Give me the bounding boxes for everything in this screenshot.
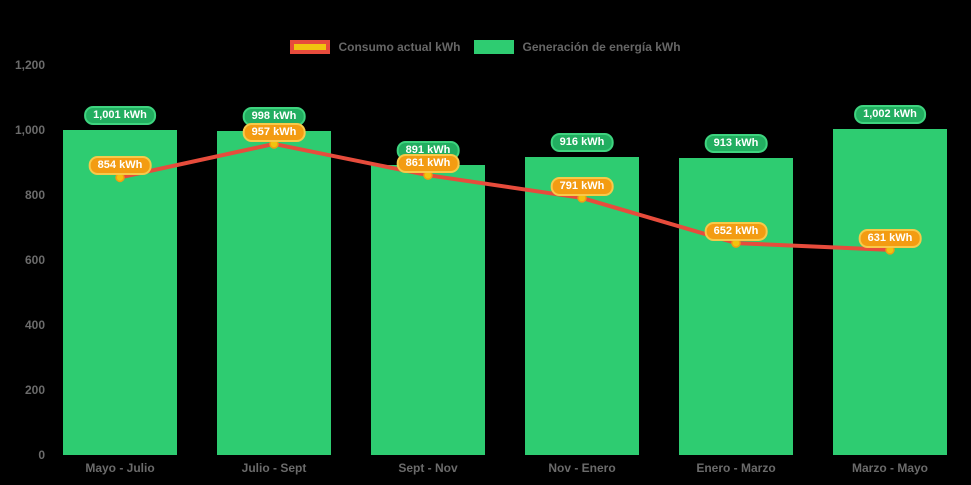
legend-item-generacion[interactable]: Generación de energía kWh	[474, 40, 681, 54]
x-axis-category-label: Sept - Nov	[398, 461, 458, 475]
legend-label-consumo: Consumo actual kWh	[338, 40, 461, 54]
legend-item-consumo[interactable]: Consumo actual kWh	[290, 40, 460, 54]
legend-label-generacion: Generación de energía kWh	[522, 40, 681, 54]
generation-bar[interactable]	[525, 157, 639, 455]
generacion-swatch-icon	[474, 40, 515, 54]
generation-bar[interactable]	[63, 129, 177, 455]
y-axis-tick-label: 0	[38, 448, 45, 462]
x-axis-category-label: Mayo - Julio	[85, 461, 155, 475]
y-axis-tick-label: 400	[24, 318, 45, 332]
x-axis-category-label: Enero - Marzo	[696, 461, 776, 475]
y-axis-tick-label: 200	[24, 383, 45, 397]
consumption-value-label: 957 kWh	[242, 122, 306, 142]
consumo-swatch-icon	[290, 40, 331, 54]
y-axis-tick-label: 600	[24, 253, 45, 267]
generation-bar[interactable]	[217, 130, 331, 455]
y-axis-tick-label: 800	[24, 188, 45, 202]
generation-value-label: 913 kWh	[704, 134, 768, 154]
generation-value-label: 1,001 kWh	[84, 105, 156, 125]
x-axis-category-label: Marzo - Mayo	[851, 461, 929, 475]
generation-bar[interactable]	[679, 158, 793, 455]
y-axis-tick-label: 1,200	[14, 58, 45, 72]
consumption-value-label: 791 kWh	[550, 176, 614, 196]
x-axis-category-label: Nov - Enero	[548, 461, 616, 475]
generation-value-label: 916 kWh	[550, 133, 614, 153]
consumption-value-label: 652 kWh	[704, 222, 768, 242]
chart-legend: Consumo actual kWh Generación de energía…	[0, 40, 971, 54]
consumption-value-label: 854 kWh	[88, 156, 152, 176]
generation-bar[interactable]	[833, 129, 947, 455]
consumption-line	[118, 141, 892, 252]
y-axis-tick-label: 1,000	[14, 123, 45, 137]
generation-bar[interactable]	[371, 165, 485, 455]
x-axis-category-label: Julio - Sept	[241, 461, 307, 475]
consumption-value-label: 631 kWh	[858, 228, 922, 248]
generation-value-label: 1,002 kWh	[854, 105, 926, 125]
consumption-value-label: 861 kWh	[396, 154, 460, 174]
